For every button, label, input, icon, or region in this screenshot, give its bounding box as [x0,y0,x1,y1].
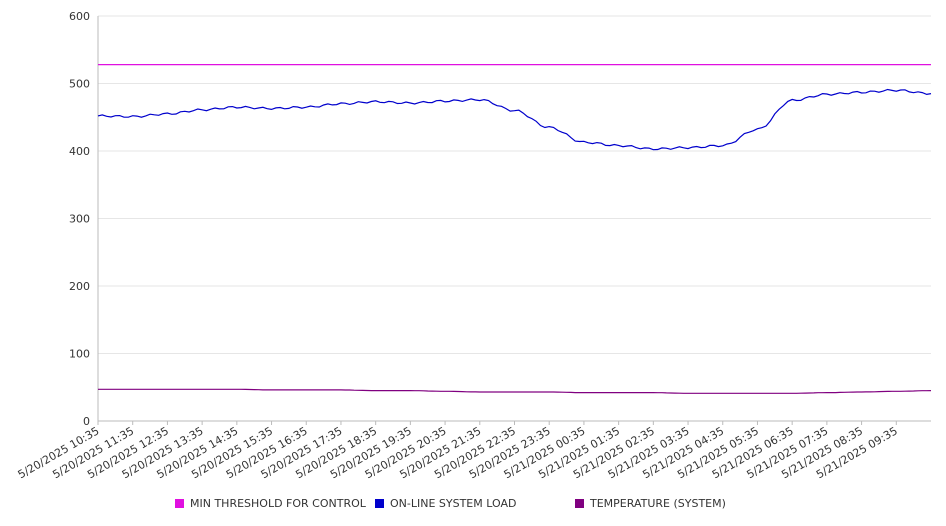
legend-item-system-load[interactable]: ON-LINE SYSTEM LOAD [375,497,516,510]
x-axis: 5/20/2025 10:355/20/2025 11:355/20/2025 … [16,420,931,481]
legend-label-temperature: TEMPERATURE (SYSTEM) [590,497,726,510]
y-tick-label: 500 [69,78,90,91]
legend-swatch-temperature [575,499,584,508]
legend: MIN THRESHOLD FOR CONTROL ON-LINE SYSTEM… [0,497,946,517]
series-lines [97,63,932,394]
y-tick-label: 400 [69,145,90,158]
legend-swatch-min-threshold [175,499,184,508]
y-tick-label: 100 [69,348,90,361]
y-tick-label: 200 [69,280,90,293]
y-tick-label: 600 [69,10,90,23]
legend-swatch-system-load [375,499,384,508]
y-tick-label: 300 [69,213,90,226]
series-line-temperature[interactable] [98,388,932,394]
legend-label-min-threshold: MIN THRESHOLD FOR CONTROL [190,497,366,510]
legend-item-min-threshold[interactable]: MIN THRESHOLD FOR CONTROL [175,497,366,510]
legend-item-temperature[interactable]: TEMPERATURE (SYSTEM) [575,497,726,510]
legend-label-system-load: ON-LINE SYSTEM LOAD [390,497,517,510]
y-axis: 0 100 200 300 400 500 600 [69,10,99,428]
y-tick-label: 0 [83,415,90,428]
series-line-system-load[interactable] [97,88,932,151]
grid-lines [98,15,931,422]
